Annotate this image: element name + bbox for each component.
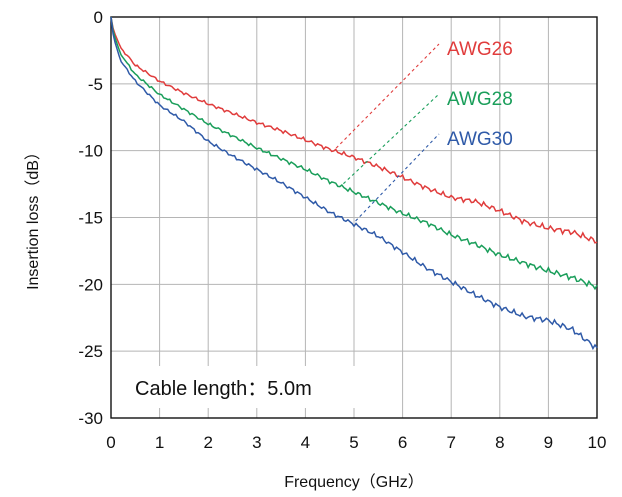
leader-line-awg30	[355, 133, 440, 222]
x-tick-labels: 0 1 2 3 4 5 6 7 8 9 10	[106, 433, 606, 452]
y-tick-label: -20	[78, 275, 103, 294]
x-tick-label: 1	[155, 433, 164, 452]
y-tick-label: -25	[78, 342, 103, 361]
x-tick-label: 0	[106, 433, 115, 452]
x-tick-label: 2	[203, 433, 212, 452]
legend-leader-lines	[335, 43, 440, 222]
y-tick-label: -30	[78, 409, 103, 428]
x-tick-label: 6	[398, 433, 407, 452]
y-tick-labels: 0 -5 -10 -15 -20 -25 -30	[78, 8, 103, 428]
series-lines	[110, 16, 598, 351]
legend: AWG26 AWG28 AWG30	[447, 39, 513, 150]
legend-label-awg28: AWG28	[447, 89, 513, 110]
plot-area	[110, 16, 598, 419]
series-line-awg26	[110, 16, 598, 244]
x-tick-label: 3	[252, 433, 261, 452]
y-tick-label: -10	[78, 142, 103, 161]
series-line-awg30	[110, 16, 598, 351]
annotation-box	[124, 366, 379, 408]
leader-line-awg26	[335, 43, 440, 149]
x-tick-label: 10	[588, 433, 607, 452]
cable-length-annotation: Cable length：5.0m	[135, 378, 312, 400]
legend-label-awg26: AWG26	[447, 39, 513, 60]
legend-label-awg30: AWG30	[447, 129, 513, 150]
x-axis-title: Frequency（GHz）	[284, 473, 424, 491]
x-tick-label: 8	[495, 433, 504, 452]
x-tick-label: 9	[544, 433, 553, 452]
leader-line-awg28	[343, 93, 440, 185]
series-line-awg28	[110, 16, 598, 291]
x-tick-label: 7	[446, 433, 455, 452]
grid-lines	[110, 16, 598, 419]
x-tick-label: 5	[349, 433, 358, 452]
y-tick-label: -5	[88, 75, 103, 94]
y-axis-title: Insertion loss（dB）	[24, 144, 42, 290]
y-tick-label: 0	[94, 8, 103, 27]
y-tick-label: -15	[78, 209, 103, 228]
x-tick-label: 4	[301, 433, 310, 452]
